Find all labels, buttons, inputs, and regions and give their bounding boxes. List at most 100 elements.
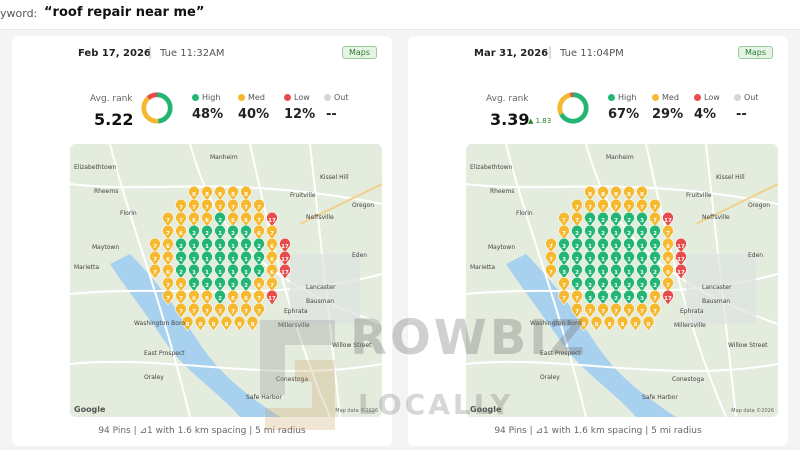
rank-pin[interactable]: 2 <box>636 224 648 241</box>
rank-pin[interactable]: 7 <box>188 198 200 215</box>
rank-pin[interactable]: 2 <box>240 276 252 293</box>
rank-pin[interactable]: 7 <box>162 289 174 306</box>
map-attribution[interactable]: Map data ©2026 <box>335 408 378 414</box>
rank-pin[interactable]: 1 <box>214 237 226 254</box>
rank-pin[interactable]: 2 <box>623 289 635 306</box>
rank-pin[interactable]: 17 <box>662 289 674 306</box>
rank-pin[interactable]: 3 <box>584 289 596 306</box>
rank-pin[interactable]: 6 <box>253 224 265 241</box>
rank-pin[interactable]: 8 <box>233 315 246 332</box>
map-attribution[interactable]: Map data ©2026 <box>731 408 774 414</box>
rank-pin[interactable]: 1 <box>240 250 252 267</box>
rank-pin[interactable]: 1 <box>636 263 648 280</box>
rank-pin[interactable]: 2 <box>597 276 609 293</box>
rank-pin[interactable]: 1 <box>610 250 622 267</box>
rank-pin[interactable]: 3 <box>558 237 570 254</box>
rank-pin[interactable]: 7 <box>571 211 583 228</box>
rank-pin[interactable]: 7 <box>227 302 239 319</box>
rank-pin[interactable]: 7 <box>201 198 213 215</box>
rank-pin[interactable]: 2 <box>610 211 622 228</box>
rank-pin[interactable]: 2 <box>571 263 583 280</box>
rank-pin[interactable]: 6 <box>662 237 674 254</box>
rank-pin[interactable]: 7 <box>188 302 200 319</box>
rank-pin[interactable]: 7 <box>558 211 570 228</box>
rank-pin[interactable]: 7 <box>162 211 174 228</box>
rank-pin[interactable]: 1 <box>610 224 622 241</box>
rank-pin[interactable]: 2 <box>253 250 265 267</box>
rank-pin[interactable]: 7 <box>636 302 648 319</box>
rank-pin[interactable]: 7 <box>558 289 570 306</box>
rank-pin[interactable]: 7 <box>253 211 265 228</box>
rank-pin[interactable]: 1 <box>610 237 622 254</box>
rank-pin[interactable]: 1 <box>227 263 239 280</box>
maps-badge[interactable]: Maps <box>738 46 774 59</box>
rank-pin[interactable]: 1 <box>188 263 200 280</box>
rank-pin[interactable]: 7 <box>214 302 226 319</box>
rank-pin[interactable]: 8 <box>246 315 259 332</box>
pin-layer[interactable]: 8 8 8 8 87 7 7 7 7 7 77 7 3 2 2 2 3 7 177 2 2 2 1 2 2 2 77 3 2 1 1 1 1 1 2… <box>466 144 778 417</box>
rank-pin[interactable]: 7 <box>636 198 648 215</box>
rank-pin[interactable]: 7 <box>597 302 609 319</box>
rank-pin[interactable]: 1 <box>214 263 226 280</box>
rank-pin[interactable]: 1 <box>623 237 635 254</box>
rank-pin[interactable]: 6 <box>162 237 174 254</box>
rank-pin[interactable]: 2 <box>649 263 661 280</box>
rank-pin[interactable]: 2 <box>597 224 609 241</box>
rank-pin[interactable]: 1 <box>240 237 252 254</box>
rank-pin[interactable]: 1 <box>227 250 239 267</box>
rank-pin[interactable]: 7 <box>623 198 635 215</box>
rank-pin[interactable]: 17 <box>279 237 291 254</box>
rank-pin[interactable]: 2 <box>227 276 239 293</box>
rank-pin[interactable]: 8 <box>623 185 635 202</box>
rank-pin[interactable]: 1 <box>584 250 596 267</box>
rank-pin[interactable]: 7 <box>649 211 661 228</box>
rank-pin[interactable]: 2 <box>584 224 596 241</box>
rank-pin[interactable]: 3 <box>636 289 648 306</box>
rank-pin[interactable]: 17 <box>675 250 687 267</box>
rank-pin[interactable]: 2 <box>188 276 200 293</box>
rank-pin[interactable]: 2 <box>623 276 635 293</box>
rank-pin[interactable]: 7 <box>266 276 278 293</box>
rank-pin[interactable]: 7 <box>149 263 161 280</box>
rank-pin[interactable]: 3 <box>558 263 570 280</box>
rank-pin[interactable]: 2 <box>571 224 583 241</box>
rank-pin[interactable]: 2 <box>623 224 635 241</box>
rank-pin[interactable]: 7 <box>149 237 161 254</box>
rank-pin[interactable]: 2 <box>571 250 583 267</box>
rank-pin[interactable]: 8 <box>214 185 226 202</box>
rank-pin[interactable]: 6 <box>201 211 213 228</box>
rank-pin[interactable]: 1 <box>636 250 648 267</box>
rank-pin[interactable]: 3 <box>558 250 570 267</box>
rank-pin[interactable]: 1 <box>214 276 226 293</box>
rank-pin[interactable]: 6 <box>227 211 239 228</box>
rank-pin[interactable]: 8 <box>616 315 629 332</box>
rank-pin[interactable]: 2 <box>649 237 661 254</box>
rank-pin[interactable]: 1 <box>201 263 213 280</box>
rank-pin[interactable]: 7 <box>610 302 622 319</box>
rank-pin[interactable]: 6 <box>240 211 252 228</box>
rank-pin[interactable]: 2 <box>649 250 661 267</box>
rank-pin[interactable]: 1 <box>610 263 622 280</box>
rank-pin[interactable]: 8 <box>577 315 590 332</box>
rank-pin[interactable]: 2 <box>571 276 583 293</box>
rank-pin[interactable]: 2 <box>253 237 265 254</box>
rank-pin[interactable]: 8 <box>188 185 200 202</box>
rank-pin[interactable]: 17 <box>279 263 291 280</box>
rank-pin[interactable]: 6 <box>662 263 674 280</box>
rank-pin[interactable]: 7 <box>545 237 557 254</box>
rank-pin[interactable]: 7 <box>610 198 622 215</box>
rank-pin[interactable]: 6 <box>162 263 174 280</box>
rank-pin[interactable]: 7 <box>175 302 187 319</box>
rank-pin[interactable]: 7 <box>597 198 609 215</box>
rank-pin[interactable]: 7 <box>253 289 265 306</box>
rank-pin[interactable]: 7 <box>623 302 635 319</box>
rank-pin[interactable]: 1 <box>201 237 213 254</box>
rank-pin[interactable]: 17 <box>279 250 291 267</box>
rank-pin[interactable]: 2 <box>610 289 622 306</box>
rank-pin[interactable]: 1 <box>584 263 596 280</box>
maps-badge[interactable]: Maps <box>342 46 378 59</box>
rank-pin[interactable]: 1 <box>597 237 609 254</box>
rank-pin[interactable]: 6 <box>201 289 213 306</box>
rank-pin[interactable]: 6 <box>188 211 200 228</box>
rank-pin[interactable]: 6 <box>175 276 187 293</box>
